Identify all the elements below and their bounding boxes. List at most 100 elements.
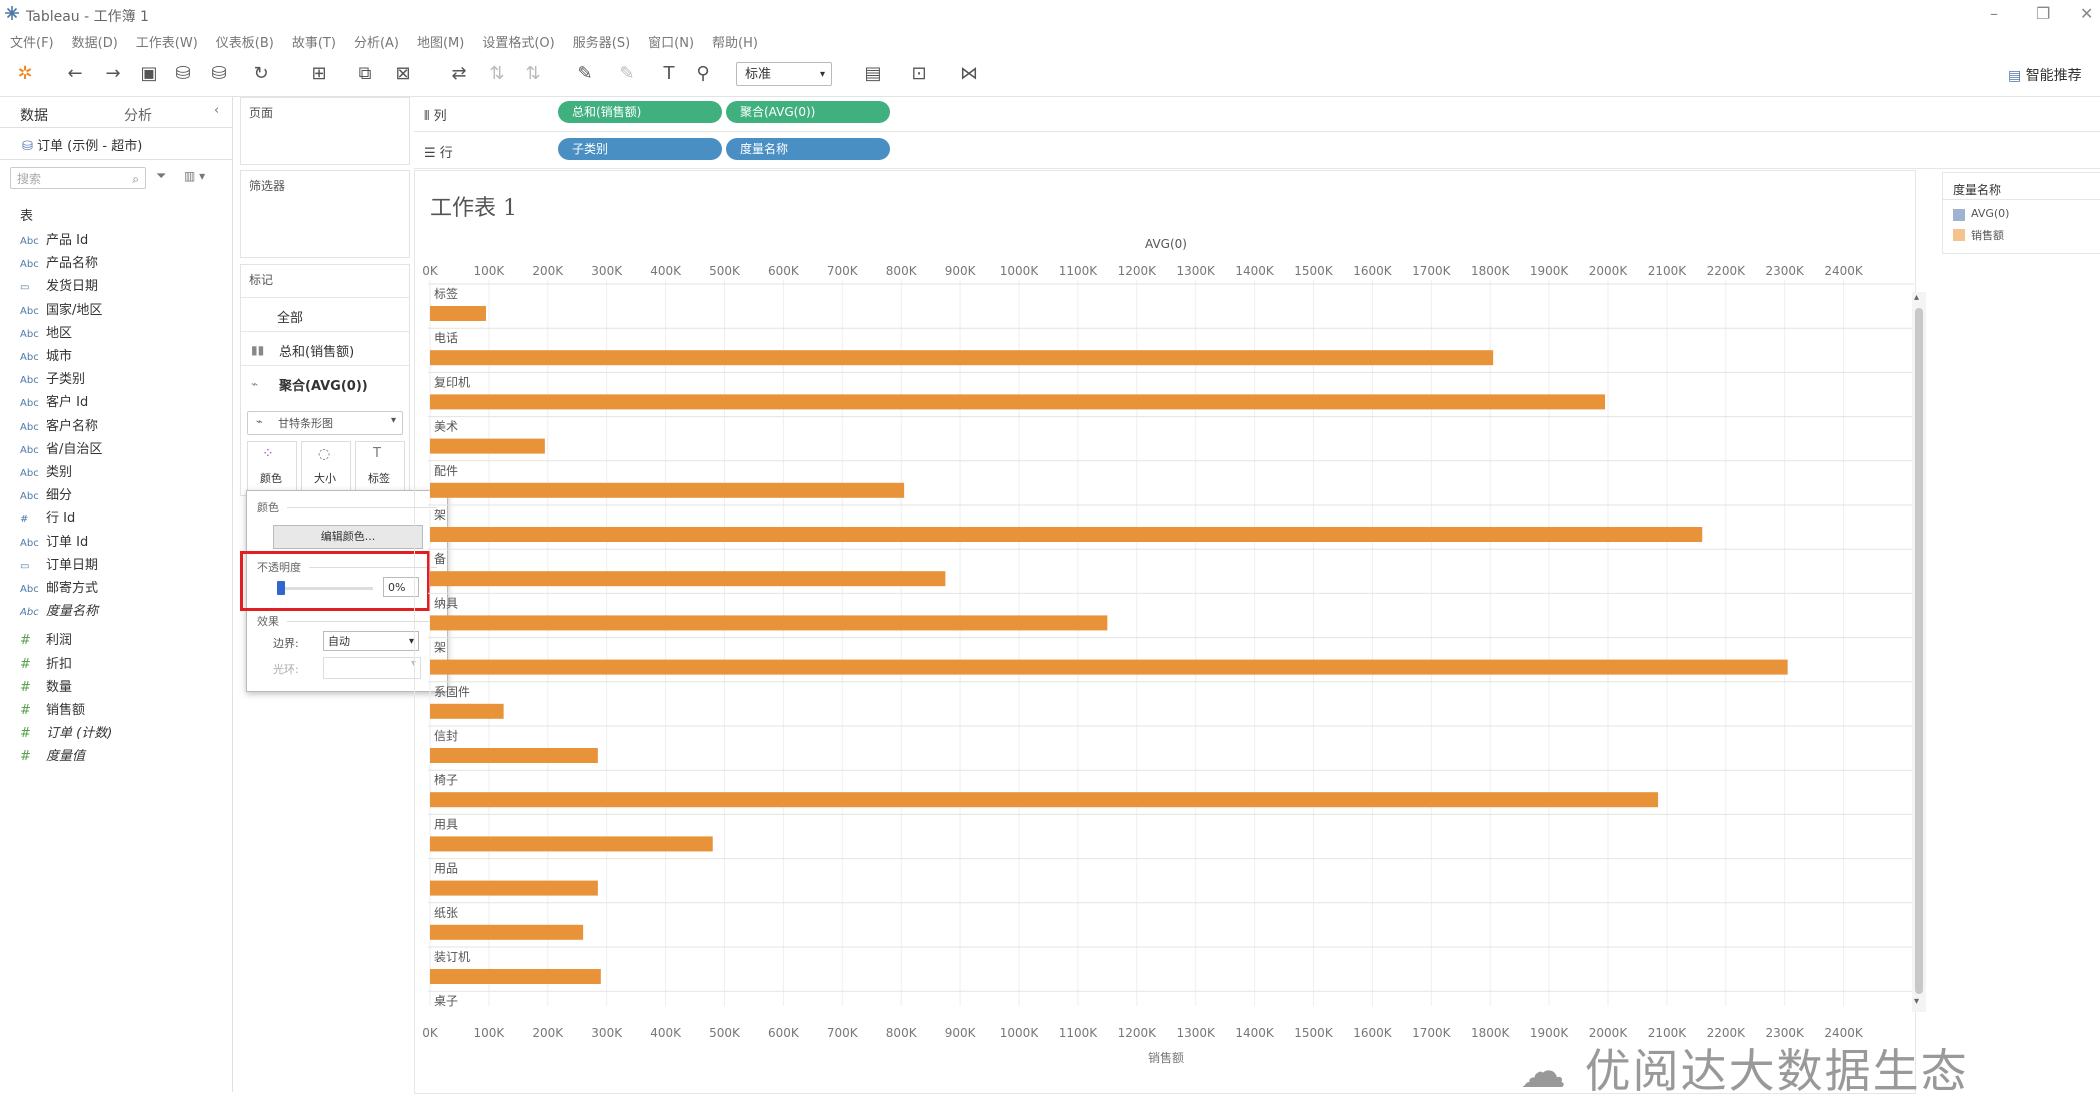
pages-card[interactable]: 页面 xyxy=(240,97,410,165)
dimension-field[interactable]: Abc 地区 xyxy=(20,323,72,345)
refresh-icon[interactable]: ↻ xyxy=(253,63,269,84)
dimension-field[interactable]: Abc 类别 xyxy=(20,462,72,484)
menu-item[interactable]: 窗口(N) xyxy=(648,36,695,51)
datasource-icon: ⛁ xyxy=(22,139,33,154)
menu-item[interactable]: 服务器(S) xyxy=(572,36,631,51)
color-button[interactable]: ⁘ 颜色 xyxy=(247,441,297,491)
menu-item[interactable]: 仪表板(B) xyxy=(215,36,274,51)
show-cards-icon[interactable]: ▤ xyxy=(864,63,882,84)
opacity-slider-track[interactable] xyxy=(277,587,373,590)
label-button[interactable]: T 标签 xyxy=(355,441,405,491)
close-button[interactable]: ✕ xyxy=(2080,4,2094,23)
top-tick-label: 2200K xyxy=(1707,264,1747,278)
menu-item[interactable]: 设置格式(O) xyxy=(482,36,555,51)
dimension-field[interactable]: # 行 Id xyxy=(20,508,75,530)
top-tick-label: 500K xyxy=(709,264,741,278)
swap-icon[interactable]: ⇄ xyxy=(451,63,467,84)
legend-item-sales[interactable]: 销售额 xyxy=(1971,229,2004,242)
vertical-scrollbar[interactable]: ▴ ▾ xyxy=(1912,292,1926,1012)
search-icon: ⌕ xyxy=(132,172,139,186)
dimension-field[interactable]: Abc 城市 xyxy=(20,346,72,368)
measure-field[interactable]: # 利润 xyxy=(20,630,72,652)
presentation-icon[interactable]: ⊡ xyxy=(911,63,927,84)
new-sheet-icon[interactable]: ⊞ xyxy=(311,63,327,84)
measure-field[interactable]: # 数量 xyxy=(20,677,72,699)
legend-item-avg[interactable]: AVG(0) xyxy=(1971,207,2010,220)
dimension-field[interactable]: ▭ 发货日期 xyxy=(20,276,98,298)
show-me-button[interactable]: ▤ 智能推荐 xyxy=(2008,65,2082,85)
marks-all[interactable]: 全部 xyxy=(277,311,304,326)
rows-shelf[interactable]: ☰ 行 子类别 度量名称 xyxy=(414,134,2100,169)
scrollbar-thumb[interactable] xyxy=(1915,308,1923,994)
restore-button[interactable]: ❐ xyxy=(2036,4,2051,23)
menu-item[interactable]: 帮助(H) xyxy=(712,36,758,51)
filter-icon[interactable]: ⏷ xyxy=(156,169,167,184)
dimension-field[interactable]: Abc 订单 Id xyxy=(20,532,88,554)
filters-card[interactable]: 筛选器 xyxy=(240,170,410,258)
measure-field[interactable]: # 折扣 xyxy=(20,654,72,676)
mark-type-select[interactable]: ⌁ 甘特条形图 ▾ xyxy=(247,411,403,435)
halo-select[interactable]: ▾ xyxy=(323,657,421,679)
dimension-field[interactable]: Abc 产品名称 xyxy=(20,253,98,275)
scroll-down-icon[interactable]: ▾ xyxy=(1914,996,1920,1007)
fit-select[interactable]: 标准 ▾ xyxy=(736,62,832,86)
border-select[interactable]: 自动 ▾ xyxy=(323,631,419,651)
menu-item[interactable]: 数据(D) xyxy=(71,36,118,51)
opacity-input[interactable]: 0% xyxy=(383,577,419,597)
measure-field[interactable]: # 订单 (计数) xyxy=(20,723,112,745)
opacity-slider-thumb[interactable] xyxy=(277,581,285,595)
pin-icon[interactable]: ⚲ xyxy=(696,63,710,84)
sort-asc-icon[interactable]: ⇅ xyxy=(489,63,505,84)
collapse-pane-icon[interactable]: ‹ xyxy=(214,103,220,118)
view-options-icon[interactable]: ▥ ▾ xyxy=(184,169,206,183)
tab-analysis[interactable]: 分析 xyxy=(124,108,152,124)
string-type-icon: Abc xyxy=(20,305,39,317)
datasource-menu-icon[interactable]: ⛁ xyxy=(211,63,227,84)
search-input[interactable]: 搜索 ⌕ xyxy=(10,167,146,189)
redo-icon[interactable]: → xyxy=(105,63,121,84)
undo-icon[interactable]: ← xyxy=(67,63,83,84)
sort-desc-icon[interactable]: ⇅ xyxy=(525,63,541,84)
marks-sum-sales[interactable]: 总和(销售额) xyxy=(279,345,355,360)
pill-measure-names[interactable]: 度量名称 xyxy=(726,138,890,160)
menu-item[interactable]: 地图(M) xyxy=(416,36,465,51)
dimension-field[interactable]: Abc 客户 Id xyxy=(20,392,88,414)
menu-item[interactable]: 工作表(W) xyxy=(135,36,198,51)
measure-field[interactable]: # 度量值 xyxy=(20,746,85,768)
menu-item[interactable]: 文件(F) xyxy=(10,36,54,51)
clear-sheet-icon[interactable]: ⊠ xyxy=(395,63,411,84)
edit-colors-button[interactable]: 编辑颜色... xyxy=(273,525,423,549)
bottom-tick-label: 300K xyxy=(591,1026,623,1040)
tab-data[interactable]: 数据 xyxy=(20,108,48,124)
dimension-field[interactable]: Abc 度量名称 xyxy=(20,601,98,623)
dimension-field[interactable]: Abc 细分 xyxy=(20,485,72,507)
pill-subcategory[interactable]: 子类别 xyxy=(558,138,722,160)
dimension-field[interactable]: Abc 国家/地区 xyxy=(20,300,102,322)
menu-item[interactable]: 故事(T) xyxy=(291,36,336,51)
show-labels-icon[interactable]: T xyxy=(663,63,675,84)
duplicate-icon[interactable]: ⧉ xyxy=(358,63,372,84)
pill-agg-avg[interactable]: 聚合(AVG(0)) xyxy=(726,101,890,123)
scroll-up-icon[interactable]: ▴ xyxy=(1914,292,1920,303)
size-button[interactable]: ◌ 大小 xyxy=(301,441,351,491)
dimension-field[interactable]: Abc 邮寄方式 xyxy=(20,578,98,600)
dimension-field[interactable]: Abc 客户名称 xyxy=(20,416,98,438)
share-icon[interactable]: ⋈ xyxy=(960,63,978,84)
group-icon[interactable]: ✎ xyxy=(619,63,635,84)
legend-swatch-avg xyxy=(1953,209,1965,221)
minimize-button[interactable]: – xyxy=(1990,4,1998,23)
menu-item[interactable]: 分析(A) xyxy=(353,36,399,51)
pill-sum-sales[interactable]: 总和(销售额) xyxy=(558,101,722,123)
dimension-field[interactable]: Abc 省/自治区 xyxy=(20,439,102,461)
marks-agg-avg[interactable]: 聚合(AVG(0)) xyxy=(279,379,368,394)
tableau-gear-icon[interactable]: ✲ xyxy=(17,63,33,84)
dimension-field[interactable]: ▭ 订单日期 xyxy=(20,555,98,577)
highlight-icon[interactable]: ✎ xyxy=(577,63,593,84)
dimension-field[interactable]: Abc 产品 Id xyxy=(20,230,88,252)
columns-shelf[interactable]: ⫴ 列 总和(销售额) 聚合(AVG(0)) xyxy=(414,97,2100,132)
measure-field[interactable]: # 销售额 xyxy=(20,700,85,722)
dimension-field[interactable]: Abc 子类别 xyxy=(20,369,85,391)
save-icon[interactable]: ▣ xyxy=(140,63,158,84)
datasource-row[interactable]: ⛁ 订单 (示例 - 超市) xyxy=(22,135,142,154)
new-datasource-icon[interactable]: ⛁ xyxy=(175,63,191,84)
